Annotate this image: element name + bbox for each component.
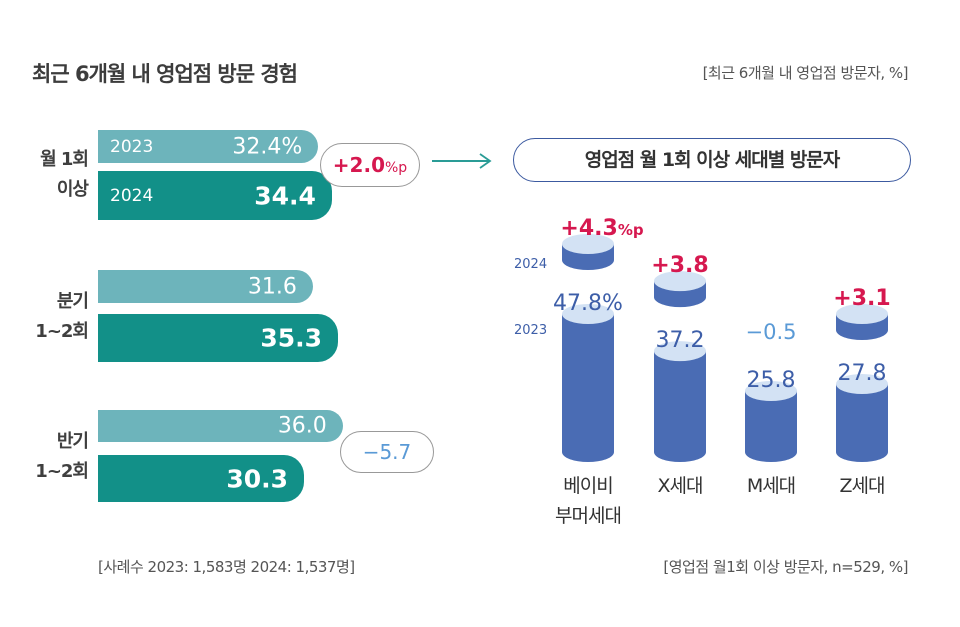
data-label: 34.4 <box>254 181 316 210</box>
right-footnote: [영업점 월1회 이상 방문자, n=529, %] <box>663 558 908 576</box>
category-label: 분기 1~2회 <box>8 287 89 347</box>
category-label: 반기 1~2회 <box>8 427 89 487</box>
increase-disk-top <box>654 271 706 292</box>
legend-2023: 2023 <box>514 323 547 338</box>
series-label: 2023 <box>110 136 154 157</box>
change-value: +2.0 <box>332 153 385 177</box>
cylinder-top <box>745 381 797 401</box>
cylinder-chart-title: 영업점 월 1회 이상 세대별 방문자 <box>513 138 911 182</box>
cylinder-body <box>654 351 706 462</box>
category-label-line: 1~2회 <box>35 461 89 482</box>
category-label: M세대 <box>747 475 795 497</box>
increase-disk-top <box>562 234 614 254</box>
bar-2023: 31.6 <box>98 270 313 303</box>
data-label-2023: 47.8% <box>553 291 623 316</box>
category-label: 부머세대 <box>555 505 621 527</box>
change-badge: −5.7 <box>340 431 434 473</box>
category-label-line: 1~2회 <box>35 321 89 342</box>
bar-2024: 35.3 <box>98 314 339 362</box>
change-badge: +2.0%p <box>320 143 420 187</box>
category-label: 베이비 <box>563 475 612 497</box>
cylinder-top <box>562 304 614 324</box>
arrow-right-icon <box>479 153 492 169</box>
cylinder-top <box>836 374 888 394</box>
data-label-2023: 37.2 <box>656 328 705 353</box>
category-label-line: 월 1회 <box>40 149 89 170</box>
series-label: 2024 <box>110 185 154 206</box>
cylinder-top <box>654 341 706 362</box>
bar-2023: 2023 32.4% <box>98 130 319 163</box>
data-label: 32.4% <box>232 134 303 159</box>
data-label: 35.3 <box>260 323 323 353</box>
bar-2023: 36.0 <box>98 410 343 442</box>
category-label: Z세대 <box>840 475 885 497</box>
change-label: +4.3%p <box>560 216 643 241</box>
data-label-2023: 25.8 <box>747 368 796 393</box>
category-label-line: 이상 <box>56 179 89 200</box>
cylinder-body <box>562 314 614 462</box>
cylinder-body <box>745 391 797 462</box>
page-title: 최근 6개월 내 영업점 방문 경험 <box>32 62 298 86</box>
change-label: −0.5 <box>746 320 797 344</box>
bar-2024: 2024 34.4 <box>98 171 332 220</box>
left-footnote: [사례수 2023: 1,583명 2024: 1,537명] <box>98 558 355 576</box>
category-label: X세대 <box>658 475 703 497</box>
data-label: 36.0 <box>277 413 327 439</box>
bar-2024: 30.3 <box>98 455 305 502</box>
cylinder-body <box>836 384 888 462</box>
data-label: 31.6 <box>247 274 297 299</box>
legend-2024: 2024 <box>514 257 547 272</box>
category-label-line: 반기 <box>56 431 89 452</box>
category-label-line: 분기 <box>56 291 89 312</box>
unit-note: [최근 6개월 내 영업점 방문자, %] <box>702 64 909 82</box>
change-suffix: %p <box>618 221 644 239</box>
data-label-2023: 27.8 <box>838 361 887 386</box>
change-label: +3.8 <box>651 253 708 278</box>
arrow-line <box>432 160 490 162</box>
increase-disk-top <box>836 304 888 324</box>
change-suffix: %p <box>384 160 408 176</box>
change-value: −5.7 <box>362 440 412 464</box>
change-label: +3.1 <box>833 286 890 311</box>
data-label: 30.3 <box>226 464 289 493</box>
